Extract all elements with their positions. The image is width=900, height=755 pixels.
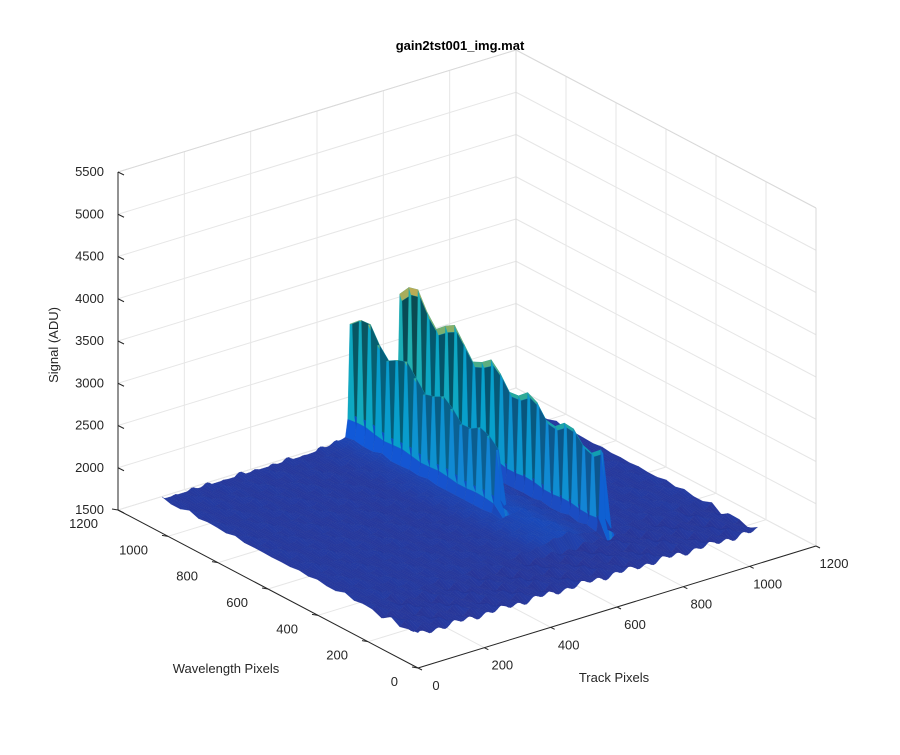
chart-title: gain2tst001_img.mat xyxy=(396,38,525,53)
x-tick-label: 800 xyxy=(690,597,712,612)
y-tick xyxy=(112,509,118,510)
y-axis-label: Wavelength Pixels xyxy=(173,661,280,676)
y-tick-label: 1000 xyxy=(119,542,148,557)
y-tick-label: 0 xyxy=(391,674,398,689)
y-tick-label: 400 xyxy=(276,621,298,636)
z-tick-label: 4000 xyxy=(75,291,104,306)
y-tick-label: 800 xyxy=(176,569,198,584)
x-tick-label: 1200 xyxy=(820,556,849,571)
z-tick-label: 2500 xyxy=(75,418,104,433)
x-tick xyxy=(551,627,555,629)
z-tick xyxy=(118,510,124,513)
y-tick-label: 200 xyxy=(326,648,348,663)
z-tick-label: 3500 xyxy=(75,333,104,348)
x-tick-label: 600 xyxy=(624,617,646,632)
x-tick-label: 200 xyxy=(491,658,513,673)
y-tick-label: 600 xyxy=(226,595,248,610)
x-axis-label: Track Pixels xyxy=(579,670,650,685)
z-tick-label: 5500 xyxy=(75,164,104,179)
z-tick-label: 2000 xyxy=(75,460,104,475)
x-tick xyxy=(418,668,422,670)
x-tick xyxy=(750,566,754,568)
x-tick xyxy=(683,587,687,589)
x-tick xyxy=(816,546,820,548)
x-tick-label: 1000 xyxy=(753,576,782,591)
z-tick-label: 1500 xyxy=(75,502,104,517)
x-tick-label: 0 xyxy=(432,678,439,693)
y-tick-label: 1200 xyxy=(69,516,98,531)
x-tick-label: 400 xyxy=(558,637,580,652)
z-tick-label: 5000 xyxy=(75,206,104,221)
z-tick-label: 3000 xyxy=(75,375,104,390)
z-axis-label: Signal (ADU) xyxy=(46,307,61,383)
z-tick-label: 4500 xyxy=(75,249,104,264)
x-tick xyxy=(484,648,488,650)
x-tick xyxy=(617,607,621,609)
